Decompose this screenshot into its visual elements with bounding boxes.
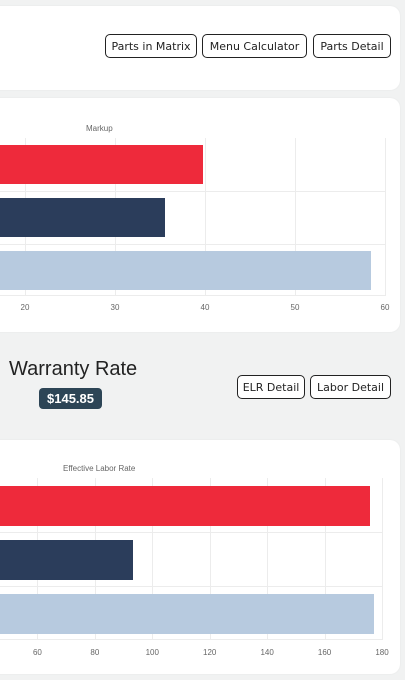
x-tick-label: 20 [20, 303, 30, 312]
x-tick-label: 160 [317, 648, 332, 657]
labor-detail-button[interactable]: Labor Detail [310, 375, 391, 399]
x-tick-label: 180 [375, 648, 389, 657]
gridline [209, 478, 211, 640]
x-tick-label: 140 [260, 648, 274, 657]
gridline [152, 478, 154, 640]
x-tick-label: 50 [290, 303, 300, 312]
chart-bar[interactable] [0, 539, 133, 580]
gridline [382, 478, 383, 640]
elr-chart-title: Effective Labor Rate [63, 464, 136, 473]
markup-chart-plot: 20 30 40 50 60 [0, 138, 389, 312]
x-tick-label: 120 [203, 648, 217, 657]
gridline [324, 478, 326, 640]
x-tick-label: 80 [90, 648, 100, 657]
x-tick-label: 60 [380, 303, 390, 312]
gridline [385, 138, 386, 296]
gridline [295, 138, 296, 296]
chart-bar[interactable] [0, 198, 166, 237]
gridline [267, 478, 269, 640]
markup-chart-title: Markup [86, 124, 113, 133]
elr-chart-plot: 60 80 100 120 140 160 180 [0, 478, 389, 657]
elr-detail-button[interactable]: ELR Detail [237, 375, 305, 399]
warranty-rate-title: Warranty Rate [9, 358, 138, 380]
chart-bar[interactable] [0, 145, 204, 185]
parts-in-matrix-button[interactable]: Parts in Matrix [105, 34, 197, 58]
elr-chart-card: Effective Labor Rate 60 80 100 120 140 160 180 [0, 440, 400, 674]
warranty-rate-value-badge: $145.85 [39, 388, 102, 409]
markup-chart-card: Markup 20 30 40 50 60 [0, 98, 400, 332]
x-tick-label: 60 [32, 648, 42, 657]
chart-bar[interactable] [0, 485, 370, 526]
parts-actions-card: Parts in Matrix Menu Calculator Parts De… [0, 6, 400, 90]
x-tick-label: 40 [200, 303, 210, 312]
parts-detail-button[interactable]: Parts Detail [313, 34, 391, 58]
chart-bar[interactable] [0, 593, 375, 634]
gridline [205, 138, 206, 296]
x-tick-label: 100 [145, 648, 159, 657]
menu-calculator-button[interactable]: Menu Calculator [202, 34, 307, 58]
chart-bar[interactable] [0, 250, 371, 290]
x-tick-label: 30 [110, 303, 120, 312]
